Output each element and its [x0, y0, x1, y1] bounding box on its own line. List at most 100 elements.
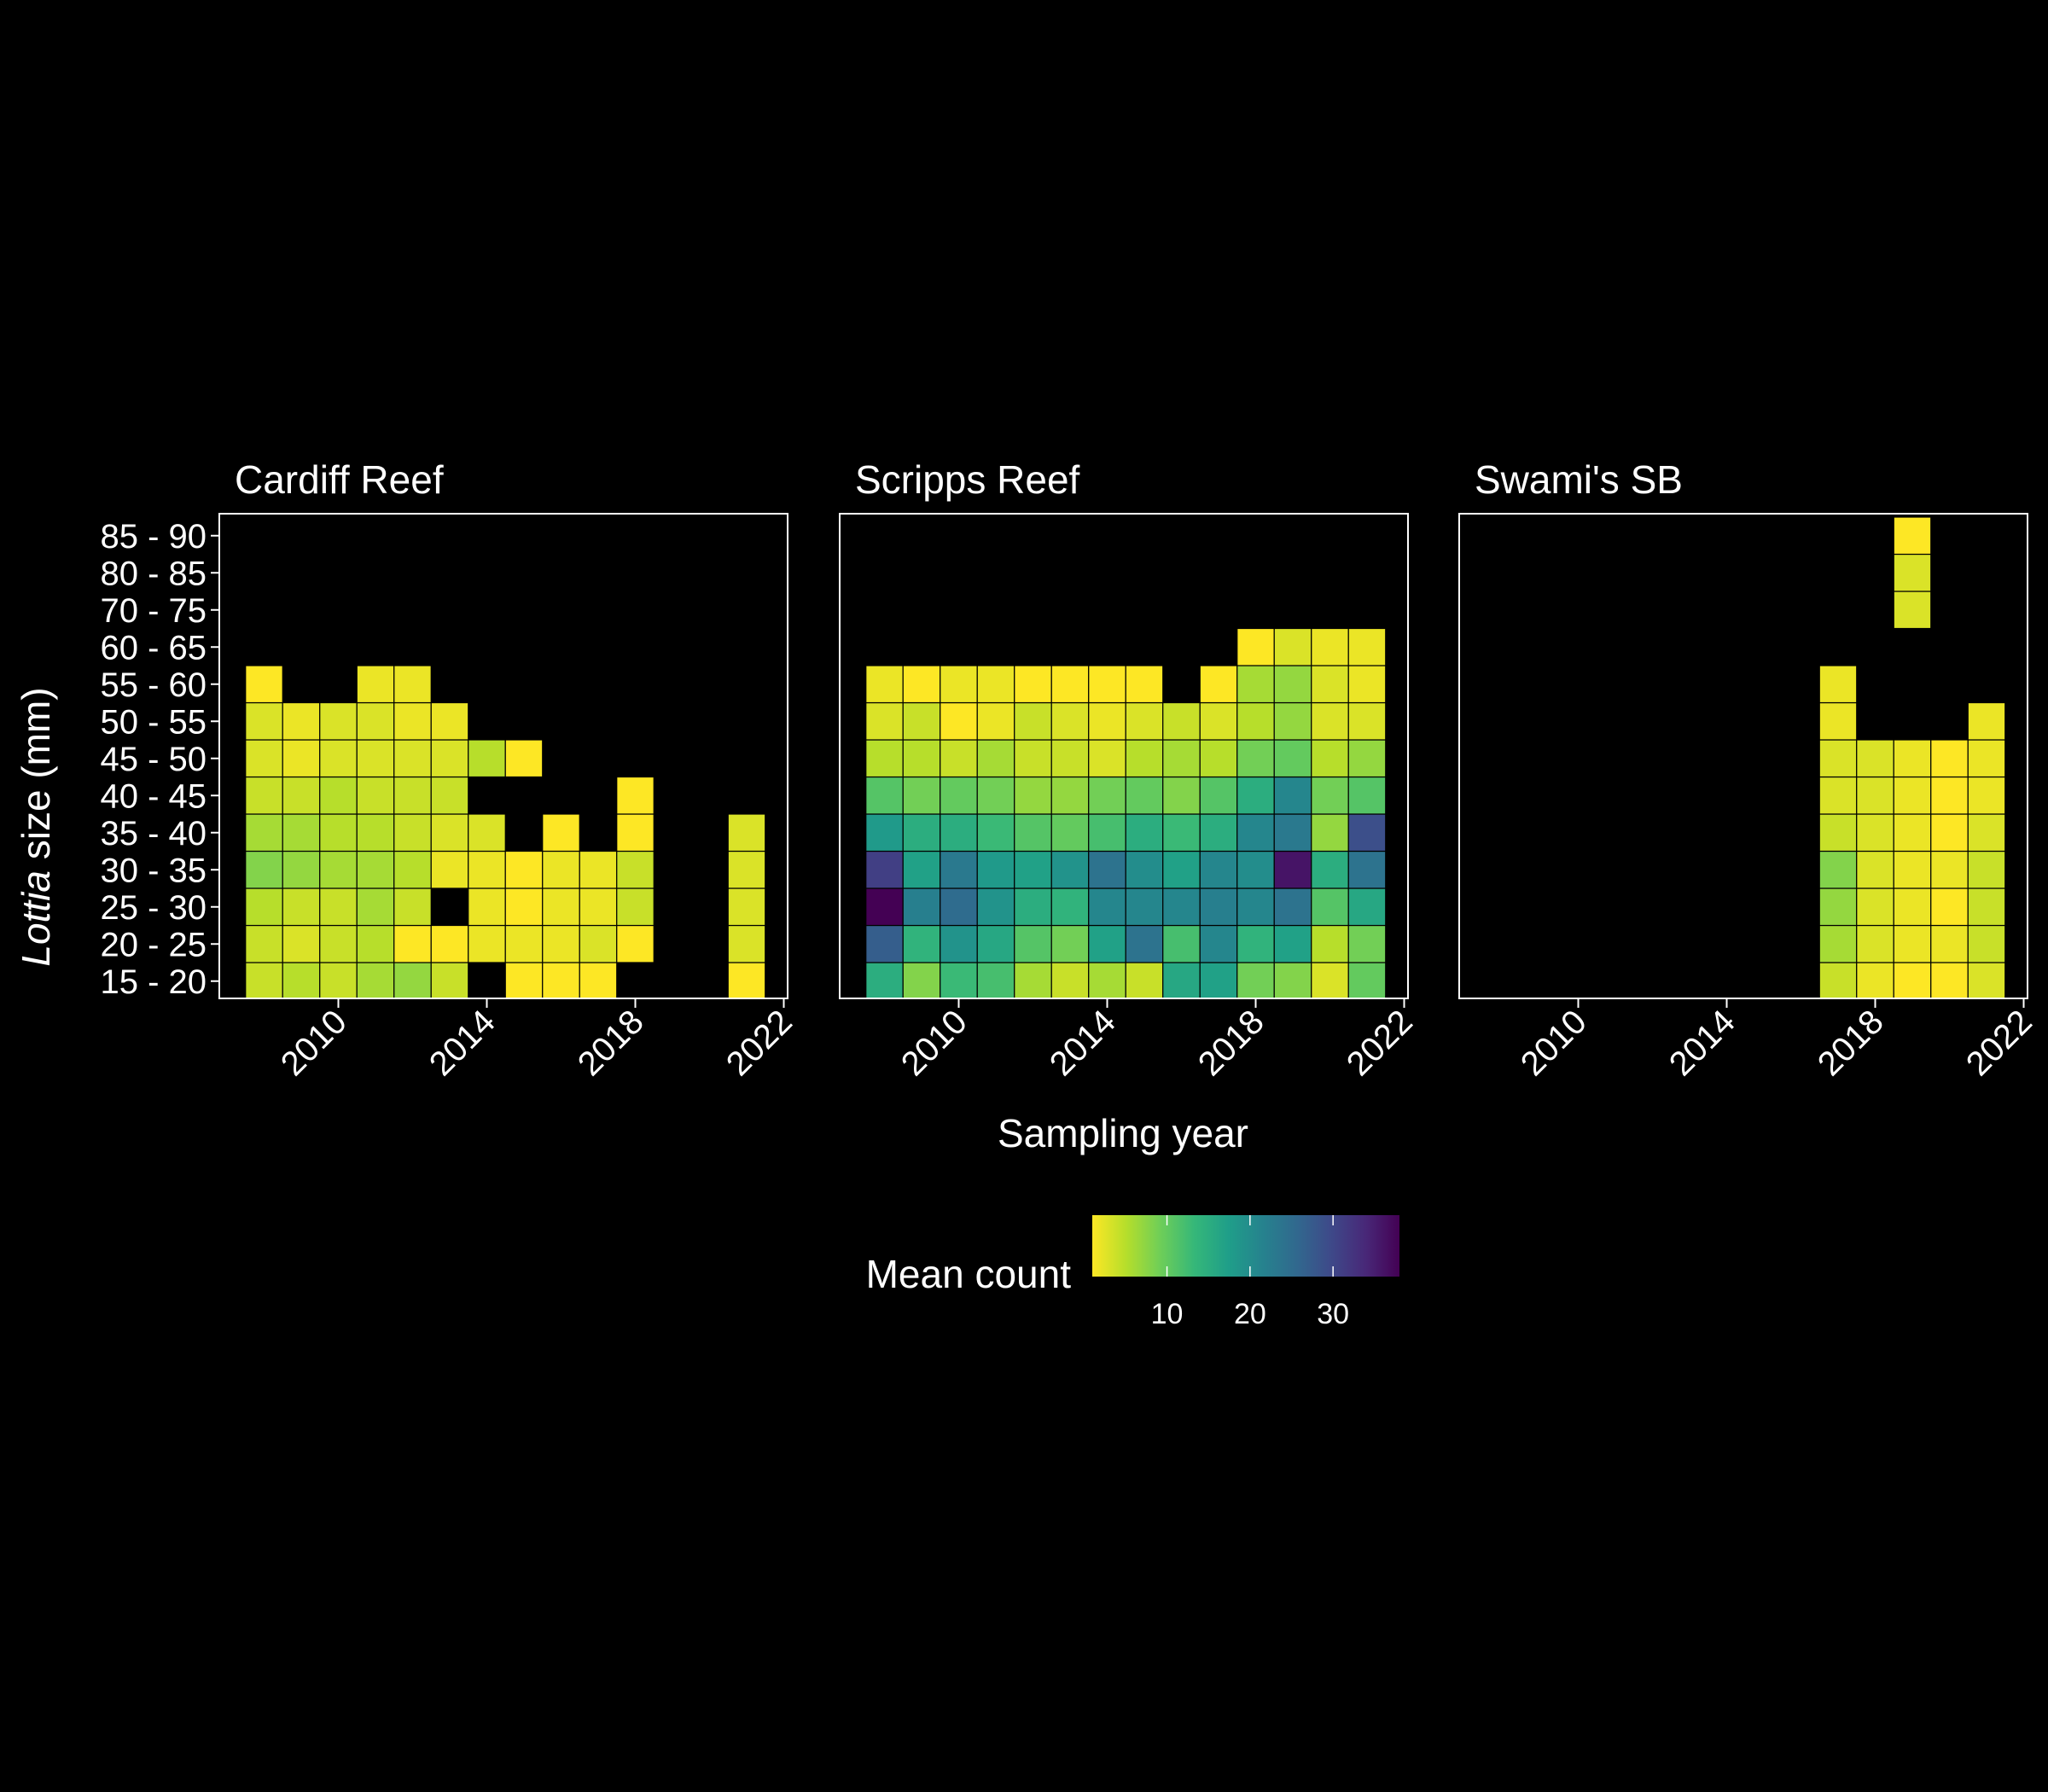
- heatmap-cell: [1856, 739, 1894, 778]
- heatmap-cell: [616, 776, 655, 815]
- heatmap-cell: [1162, 739, 1201, 778]
- heatmap-cell: [1162, 962, 1201, 1001]
- heatmap-cell: [1967, 962, 2006, 1001]
- y-tick-label: 50 - 55: [100, 703, 207, 741]
- legend-ticks: 10 20 30: [1151, 1215, 1349, 1330]
- heatmap-cell: [1088, 850, 1126, 889]
- heatmap-cell: [1199, 924, 1238, 963]
- heatmap-cell: [1050, 701, 1090, 741]
- heatmap-cell: [393, 850, 432, 889]
- heatmap-cell: [1014, 813, 1052, 852]
- legend-tick-label: 30: [1317, 1298, 1349, 1330]
- y-tick-label: 45 - 50: [100, 741, 207, 778]
- heatmap-cell: [976, 739, 1015, 778]
- heatmap-cell: [1893, 887, 1932, 927]
- heatmap-cell: [1856, 850, 1894, 889]
- heatmap-cell: [1088, 776, 1126, 815]
- legend-title: Mean count: [866, 1252, 1072, 1296]
- heatmap-cell: [976, 701, 1015, 741]
- heatmap-cell: [504, 962, 544, 1001]
- y-tick-label: 40 - 45: [100, 777, 207, 815]
- heatmap-cell: [727, 962, 766, 1001]
- heatmap-cell: [1236, 850, 1275, 889]
- heatmap-cell: [940, 776, 978, 815]
- heatmap-cell: [319, 887, 358, 927]
- heatmap-cell: [616, 924, 655, 963]
- heatmap-cell: [579, 887, 618, 927]
- heatmap-cell: [1311, 813, 1349, 852]
- heatmap-cell: [1088, 665, 1126, 704]
- legend-tick-label: 20: [1234, 1298, 1266, 1330]
- y-tick-label: 25 - 30: [100, 889, 207, 927]
- heatmap-cell: [542, 813, 580, 852]
- heatmap-cell: [1311, 739, 1349, 778]
- heatmap-cell: [245, 962, 283, 1001]
- heatmap-cell: [430, 776, 469, 815]
- heatmap-cell: [1818, 665, 1858, 704]
- heatmap-cell: [865, 739, 904, 778]
- heatmap-cell: [393, 813, 432, 852]
- heatmap-cell: [1347, 627, 1387, 666]
- heatmap-cell: [902, 962, 941, 1001]
- heatmap-cell: [1125, 813, 1164, 852]
- heatmap-cell: [865, 850, 904, 889]
- heatmap-cell: [504, 850, 544, 889]
- heatmap-cell: [319, 924, 358, 963]
- heatmap-cell: [865, 887, 904, 927]
- heatmap-cell: [1273, 665, 1312, 704]
- heatmap-cell: [1893, 553, 1932, 592]
- heatmap-cell: [1199, 962, 1238, 1001]
- heatmap-cell: [902, 776, 941, 815]
- heatmap-cell: [1162, 701, 1201, 741]
- heatmap-cell: [1125, 665, 1164, 704]
- heatmap-cell: [1347, 924, 1387, 963]
- heatmap-cell: [430, 739, 469, 778]
- heatmap-cell: [319, 701, 358, 741]
- heatmap-cell: [1311, 665, 1349, 704]
- y-tick-label: 20 - 25: [100, 926, 207, 963]
- heatmap-cell: [1930, 776, 1969, 815]
- heatmap-cell: [1930, 850, 1969, 889]
- heatmap-cell: [1893, 850, 1932, 889]
- heatmap-cell: [504, 739, 544, 778]
- heatmap-cell: [1347, 701, 1387, 741]
- heatmap-cell: [1236, 813, 1275, 852]
- heatmap-cell: [1856, 813, 1894, 852]
- heatmap-cell: [468, 924, 506, 963]
- heatmap-cell: [1893, 739, 1932, 778]
- heatmap-cell: [245, 924, 283, 963]
- heatmap-cell: [1162, 776, 1201, 815]
- heatmap-cell: [1347, 887, 1387, 927]
- heatmap-cell: [616, 850, 655, 889]
- heatmap-cell: [245, 701, 283, 741]
- heatmap-cell: [1818, 739, 1858, 778]
- y-tick-label: 35 - 40: [100, 815, 207, 852]
- heatmap-cell: [976, 665, 1015, 704]
- heatmap-cell: [1236, 887, 1275, 927]
- heatmap-cell: [542, 887, 580, 927]
- heatmap-cell: [1050, 924, 1090, 963]
- heatmap-cell: [727, 850, 766, 889]
- legend-tick-label: 10: [1151, 1298, 1184, 1330]
- heatmap-cell: [356, 813, 395, 852]
- heatmap-cell: [542, 924, 580, 963]
- heatmap-cell: [1050, 887, 1090, 927]
- heatmap-cell: [282, 962, 321, 1001]
- heatmap-cell: [1014, 887, 1052, 927]
- heatmap-cell: [1818, 701, 1858, 741]
- heatmap-cell: [1125, 701, 1164, 741]
- heatmap-cell: [430, 701, 469, 741]
- heatmap-cell: [1818, 776, 1858, 815]
- heatmap-cell: [282, 924, 321, 963]
- heatmap-cell: [1347, 776, 1387, 815]
- heatmap-cell: [976, 962, 1015, 1001]
- heatmap-cell: [1893, 776, 1932, 815]
- heatmap-cell: [902, 665, 941, 704]
- heatmap-cell: [1311, 701, 1349, 741]
- heatmap-cell: [1050, 776, 1090, 815]
- heatmap-cell: [1273, 813, 1312, 852]
- heatmap-cell: [1273, 850, 1312, 889]
- heatmap-cell: [319, 962, 358, 1001]
- heatmap-cell: [940, 962, 978, 1001]
